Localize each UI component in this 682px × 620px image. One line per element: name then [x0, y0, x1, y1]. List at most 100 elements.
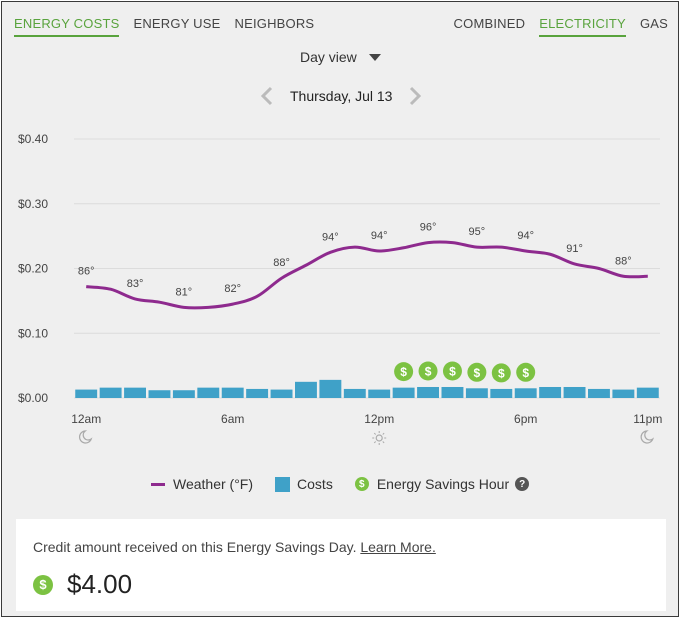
credit-card: Credit amount received on this Energy Sa… [16, 519, 666, 611]
tab-energy-costs[interactable]: ENERGY COSTS [14, 16, 120, 37]
temperature-label: 94° [322, 231, 339, 243]
moon-icon [640, 430, 655, 444]
y-tick-label: $0.10 [18, 326, 48, 340]
cost-bar [99, 387, 122, 398]
chevron-left-icon[interactable] [256, 84, 280, 108]
coin-symbol: $ [425, 364, 432, 378]
moon-icon [79, 430, 93, 444]
cost-bar [197, 387, 220, 398]
dollar-coin-icon [394, 362, 414, 382]
cost-bar [124, 387, 146, 398]
dollar-coin-icon [418, 361, 438, 381]
tab-neighbors[interactable]: NEIGHBORS [234, 16, 315, 31]
x-tick-label: 12pm [364, 412, 394, 426]
coin-symbol: $ [400, 365, 407, 379]
cost-bar [417, 386, 439, 398]
credit-message: Credit amount received on this Energy Sa… [33, 539, 666, 555]
tab-combined[interactable]: COMBINED [453, 16, 526, 31]
cost-bar [172, 390, 195, 398]
cost-bar [75, 389, 98, 398]
legend-weather: Weather (°F) [151, 476, 253, 492]
temperature-label: 88° [615, 255, 632, 267]
weather-line [86, 240, 648, 310]
x-tick-label: 6pm [514, 412, 537, 426]
x-tick-label: 12am [71, 412, 101, 426]
learn-more-link[interactable]: Learn More. [360, 539, 436, 555]
cost-bar [368, 389, 391, 398]
y-tick-label: $0.20 [18, 262, 48, 276]
sun-ray [373, 432, 377, 435]
temperature-label: 94° [517, 230, 534, 242]
temperature-label: 86° [78, 266, 95, 278]
cost-bar [490, 388, 513, 398]
legend-weather-label: Weather (°F) [173, 476, 254, 492]
dollar-coin-icon [516, 362, 536, 382]
temperature-label: 81° [176, 286, 193, 298]
temperature-label: 82° [224, 283, 241, 295]
cost-bar [588, 388, 610, 398]
dollar-coin-icon [491, 363, 511, 383]
cost-bar [612, 389, 635, 398]
cost-bar [343, 388, 366, 398]
y-tick-label: $0.00 [18, 391, 48, 405]
dollar-coin-icon [442, 361, 462, 381]
sun-ray [373, 441, 377, 444]
tab-energy-use[interactable]: ENERGY USE [133, 16, 221, 31]
costs-bar-swatch [275, 476, 291, 492]
cost-bar [246, 388, 269, 398]
cost-bar [465, 388, 488, 398]
current-date: Thursday, Jul 13 [290, 88, 393, 104]
coin-symbol: $ [498, 366, 505, 380]
view-dropdown-label: Day view [300, 49, 357, 65]
cost-chart: $0.00 $0.10 $0.20 $0.30 $0.40 86° 83° 81° 82° 88°… [18, 132, 662, 445]
credit-amount-row: $ $4.00 [33, 569, 666, 600]
cost-bar [514, 388, 537, 398]
chart-legend: Weather (°F) Costs $ Energy Savings Hour… [151, 476, 551, 492]
dollar-coin-icon [467, 362, 487, 382]
cost-bar [319, 379, 342, 398]
sun-ray [382, 432, 385, 435]
cost-bar [392, 387, 415, 398]
coin-symbol: $ [474, 366, 481, 380]
fuel-tabs: COMBINED ELECTRICITY GAS [454, 16, 668, 37]
cost-bar [148, 390, 171, 398]
credit-text: Credit amount received on this Energy Sa… [33, 539, 357, 555]
view-tabs: ENERGY COSTS ENERGY USE NEIGHBORS [14, 16, 314, 37]
caret-down-icon [368, 53, 381, 61]
cost-bar [636, 387, 659, 398]
help-icon[interactable]: ? [515, 477, 530, 491]
dollar-coin-icon: $ [354, 477, 369, 491]
view-dropdown[interactable]: Day view [300, 49, 381, 65]
y-tick-label: $0.40 [18, 132, 48, 146]
tab-electricity[interactable]: ELECTRICITY [539, 16, 626, 37]
legend-savings-label: Energy Savings Hour [376, 476, 510, 492]
sun-ray [382, 441, 385, 444]
temperature-label: 83° [127, 278, 144, 290]
coin-symbol: $ [522, 366, 529, 380]
cost-bar [563, 386, 586, 398]
legend-costs: Costs [275, 476, 333, 492]
legend-costs-label: Costs [297, 476, 333, 492]
cost-bar [295, 381, 317, 398]
cost-bar [441, 386, 464, 398]
credit-amount: $4.00 [67, 569, 133, 599]
weather-line-swatch [151, 482, 165, 486]
chevron-right-icon[interactable] [402, 84, 426, 108]
cost-bar [270, 389, 293, 398]
cost-bar [221, 387, 244, 398]
tab-gas[interactable]: GAS [639, 16, 668, 31]
sun-icon [375, 434, 383, 442]
temperature-label: 94° [371, 230, 388, 242]
y-tick-label: $0.30 [18, 197, 48, 211]
x-tick-label: 6am [221, 412, 244, 426]
cost-bar [539, 386, 562, 398]
temperature-label: 88° [273, 257, 290, 269]
x-tick-label: 11pm [633, 412, 662, 426]
dollar-coin-icon: $ [33, 574, 53, 595]
temperature-label: 95° [469, 226, 486, 238]
temperature-label: 91° [566, 243, 583, 255]
legend-savings: $ Energy Savings Hour ? [354, 476, 530, 492]
date-navigator: Thursday, Jul 13 [256, 84, 426, 108]
coin-symbol: $ [449, 364, 456, 378]
